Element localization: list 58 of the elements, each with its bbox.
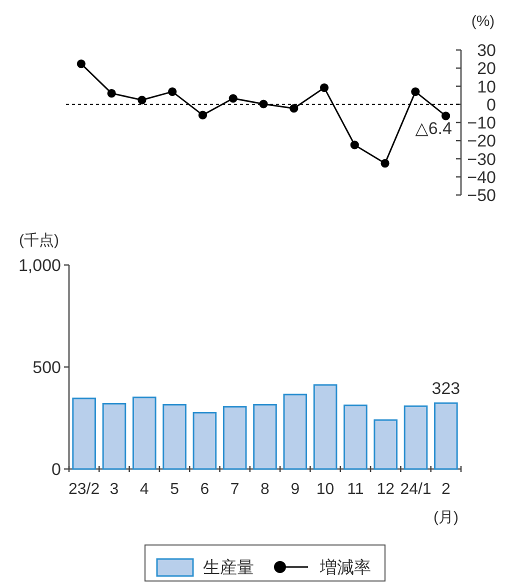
y-tick-label: 0 xyxy=(486,95,496,114)
x-tick-label: 4 xyxy=(140,481,149,498)
point xyxy=(411,87,420,96)
point xyxy=(442,112,450,120)
y-tick-label: −20 xyxy=(467,132,496,151)
bar xyxy=(192,412,217,470)
bar xyxy=(434,402,458,470)
bar xyxy=(222,406,247,470)
x-tick-label: 3 xyxy=(110,481,119,498)
y-tick-label: −40 xyxy=(467,168,496,187)
point xyxy=(259,100,268,108)
y-tick-label: 1,000 xyxy=(18,256,61,275)
point xyxy=(228,94,238,103)
bar xyxy=(313,384,338,470)
point xyxy=(107,89,116,98)
y-axis-title: (千点) xyxy=(19,232,59,249)
x-axis-title: (月) xyxy=(434,509,458,526)
x-tick-label: 24/1 xyxy=(400,481,432,498)
bar xyxy=(374,419,398,470)
x-tick-label: 2 xyxy=(441,481,450,498)
y-axis-title: (%) xyxy=(471,13,495,30)
x-tick-label: 6 xyxy=(200,481,210,498)
y-tick-label: −30 xyxy=(467,150,496,169)
bar xyxy=(102,402,126,470)
x-tick-label: 9 xyxy=(290,481,300,498)
bar xyxy=(253,404,277,470)
data-label: 323 xyxy=(432,379,460,398)
bar xyxy=(72,398,96,470)
legend-label: 増減率 xyxy=(319,558,371,577)
y-tick-label: 30 xyxy=(477,41,496,60)
bar xyxy=(283,394,308,470)
bar xyxy=(162,404,186,470)
x-tick-label: 10 xyxy=(316,481,334,498)
point xyxy=(138,96,146,104)
point xyxy=(350,140,359,150)
y-tick-label: −10 xyxy=(467,114,496,132)
bar xyxy=(344,404,368,470)
point xyxy=(198,110,208,120)
y-tick-label: 0 xyxy=(52,460,61,479)
point xyxy=(168,87,177,96)
bar xyxy=(404,405,428,470)
point xyxy=(380,158,390,168)
y-tick-label: 10 xyxy=(477,77,496,96)
point xyxy=(76,59,86,68)
x-tick-label: 7 xyxy=(230,481,240,498)
point xyxy=(290,104,298,113)
x-tick-label: 11 xyxy=(347,481,364,498)
point xyxy=(320,83,329,92)
y-tick-label: 20 xyxy=(477,59,496,78)
annotation: △6.4 xyxy=(415,118,452,138)
legend-label: 生産量 xyxy=(203,558,254,577)
x-tick-label: 5 xyxy=(170,481,180,498)
x-tick-label: 12 xyxy=(376,481,395,498)
y-tick-label: 500 xyxy=(32,358,61,377)
x-tick-label: 8 xyxy=(260,481,270,498)
bar xyxy=(132,396,156,470)
y-tick-label: −50 xyxy=(467,186,496,205)
x-tick-label: 23/2 xyxy=(68,481,100,498)
